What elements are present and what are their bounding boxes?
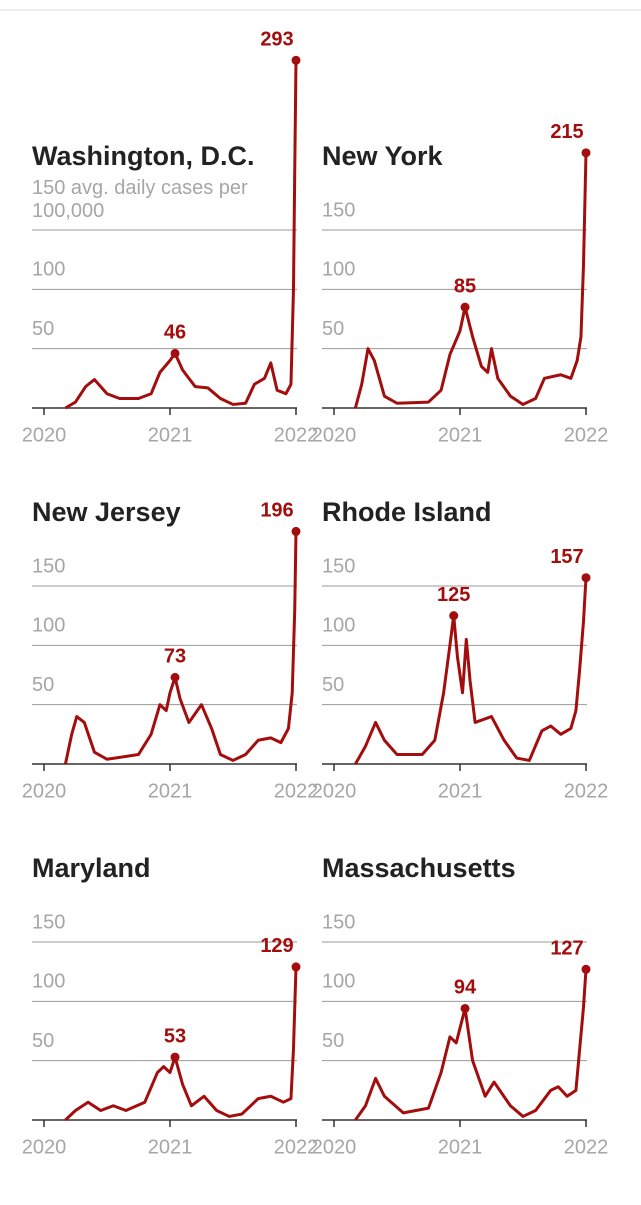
y-tick-label: 150 [32,911,65,933]
annotation-dot [170,1052,180,1062]
y-tick-label: 100 [32,971,65,993]
x-tick-label: 2021 [438,424,483,446]
annotation-label: 94 [454,977,477,999]
x-tick-label: 2021 [438,780,483,802]
y-tick-label: 50 [322,318,344,340]
x-tick-label: 2022 [274,780,319,802]
annotation-label: 129 [260,935,293,957]
annotation-dot [581,573,591,583]
x-tick-label: 2022 [274,424,319,446]
x-tick-label: 2020 [22,780,67,802]
y-tick-label: 100 [322,615,355,637]
panel-title: Rhode Island [322,497,492,527]
x-tick-label: 2020 [22,424,67,446]
y-tick-label: 50 [32,1030,54,1052]
y-tick-label: 150 [322,199,355,221]
panel-title: Maryland [32,853,151,883]
y-tick-label: 100 [322,259,355,281]
annotation-label: 85 [454,275,476,297]
x-tick-label: 2020 [312,1136,357,1158]
x-tick-label: 2021 [438,1136,483,1158]
y-tick-label: 50 [322,1030,344,1052]
panel-title: New York [322,141,444,171]
y-tick-label: 50 [32,318,54,340]
panel-title: New Jersey [32,497,181,527]
annotation-label: 53 [164,1025,186,1047]
y-tick-label: 150 avg. daily cases per 100,000 [32,177,248,222]
x-tick-label: 2021 [148,1136,193,1158]
y-tick-label: 100 [32,259,65,281]
y-tick-label: 150 [322,555,355,577]
x-tick-label: 2021 [148,424,193,446]
annotation-label: 46 [164,322,186,344]
annotation-dot [581,964,591,974]
annotation-label: 127 [550,938,583,960]
annotation-label: 196 [260,500,293,522]
y-tick-label: 100 [322,971,355,993]
y-tick-label: 150 [32,555,65,577]
annotation-label: 125 [437,584,470,606]
y-tick-label: 100 [32,615,65,637]
x-tick-label: 2021 [148,780,193,802]
annotation-dot [170,348,180,358]
annotation-dot [460,302,470,312]
x-tick-label: 2020 [22,1136,67,1158]
series-line [353,152,588,409]
annotation-label: 215 [550,121,583,143]
series-line [64,966,298,1122]
annotation-label: 73 [164,646,186,668]
annotation-dot [449,611,459,621]
y-tick-label: 50 [32,674,54,696]
series-line [354,969,588,1121]
annotation-label: 293 [260,29,293,51]
x-tick-label: 2020 [312,424,357,446]
panel-title: Massachusetts [322,853,516,883]
annotation-dot [291,55,301,65]
annotation-label: 157 [550,546,583,568]
annotation-dot [581,148,591,158]
series-line [64,60,298,410]
annotation-dot [170,672,180,682]
y-tick-label-box: 150 avg. daily cases per 100,000 [32,177,248,222]
y-tick-label: 150 [322,911,355,933]
x-tick-label: 2020 [312,780,357,802]
annotation-dot [291,962,301,972]
series-line [63,531,298,765]
x-tick-label: 2022 [274,1136,319,1158]
x-tick-label: 2022 [564,1136,609,1158]
x-tick-label: 2022 [564,780,609,802]
panel-title: Washington, D.C. [32,141,254,171]
annotation-dot [291,526,301,536]
x-tick-label: 2022 [564,424,609,446]
series-line [354,577,588,765]
annotation-dot [460,1003,470,1013]
y-tick-label: 50 [322,674,344,696]
